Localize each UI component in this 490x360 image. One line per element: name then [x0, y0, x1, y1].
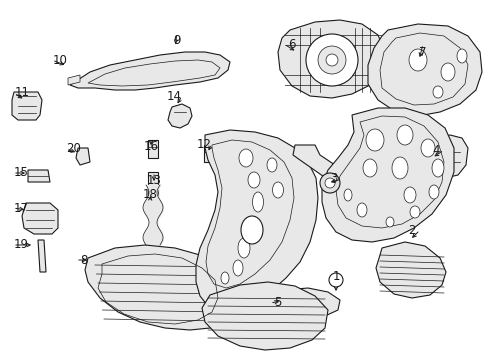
- Ellipse shape: [252, 192, 264, 212]
- Polygon shape: [68, 75, 80, 85]
- Text: 19: 19: [14, 238, 28, 252]
- Polygon shape: [322, 108, 454, 242]
- Ellipse shape: [433, 86, 443, 98]
- Ellipse shape: [241, 216, 263, 244]
- Ellipse shape: [248, 172, 260, 188]
- Ellipse shape: [244, 217, 256, 235]
- Text: 4: 4: [432, 144, 440, 157]
- Ellipse shape: [272, 182, 284, 198]
- Circle shape: [326, 54, 338, 66]
- Polygon shape: [168, 104, 192, 128]
- Polygon shape: [70, 52, 230, 90]
- Ellipse shape: [392, 157, 408, 179]
- Ellipse shape: [357, 203, 367, 217]
- Ellipse shape: [429, 185, 439, 199]
- Text: 2: 2: [408, 224, 416, 237]
- Polygon shape: [204, 145, 218, 162]
- Ellipse shape: [344, 189, 352, 201]
- Ellipse shape: [267, 158, 277, 172]
- Text: 10: 10: [52, 54, 68, 67]
- Text: 3: 3: [330, 172, 338, 185]
- Ellipse shape: [386, 217, 394, 227]
- Ellipse shape: [421, 139, 435, 157]
- Ellipse shape: [239, 149, 253, 167]
- Text: 14: 14: [167, 90, 181, 103]
- Ellipse shape: [457, 49, 467, 63]
- Polygon shape: [202, 282, 328, 350]
- Text: 5: 5: [274, 297, 282, 310]
- Polygon shape: [76, 148, 90, 165]
- Polygon shape: [260, 288, 340, 318]
- Polygon shape: [293, 145, 382, 208]
- Ellipse shape: [409, 49, 427, 71]
- Ellipse shape: [441, 63, 455, 81]
- Ellipse shape: [432, 159, 444, 177]
- Ellipse shape: [221, 272, 229, 284]
- Ellipse shape: [233, 260, 243, 276]
- Text: 17: 17: [14, 202, 28, 215]
- Circle shape: [329, 273, 343, 287]
- Text: 8: 8: [80, 253, 88, 266]
- Circle shape: [306, 34, 358, 86]
- Text: 16: 16: [144, 139, 158, 153]
- Text: 13: 13: [147, 174, 161, 186]
- Ellipse shape: [404, 187, 416, 203]
- Polygon shape: [368, 24, 482, 116]
- Ellipse shape: [410, 206, 420, 218]
- Text: 11: 11: [15, 86, 29, 99]
- Polygon shape: [376, 242, 446, 298]
- Text: 1: 1: [332, 270, 340, 284]
- Text: 20: 20: [67, 143, 81, 156]
- Ellipse shape: [363, 159, 377, 177]
- Polygon shape: [12, 92, 42, 120]
- Ellipse shape: [238, 238, 250, 258]
- Circle shape: [320, 173, 340, 193]
- Polygon shape: [28, 170, 50, 182]
- Polygon shape: [422, 135, 468, 178]
- Circle shape: [325, 178, 335, 188]
- Polygon shape: [196, 130, 318, 310]
- Polygon shape: [148, 140, 158, 158]
- Polygon shape: [22, 203, 58, 234]
- Text: 9: 9: [173, 35, 181, 48]
- Text: 6: 6: [288, 37, 296, 50]
- Ellipse shape: [397, 125, 413, 145]
- Polygon shape: [85, 245, 238, 330]
- Text: 12: 12: [196, 138, 212, 150]
- Text: 15: 15: [14, 166, 28, 180]
- Text: 7: 7: [419, 45, 427, 58]
- Ellipse shape: [366, 129, 384, 151]
- Polygon shape: [148, 172, 158, 198]
- Text: 18: 18: [143, 188, 157, 201]
- Circle shape: [318, 46, 346, 74]
- Polygon shape: [278, 20, 385, 98]
- Polygon shape: [38, 240, 46, 272]
